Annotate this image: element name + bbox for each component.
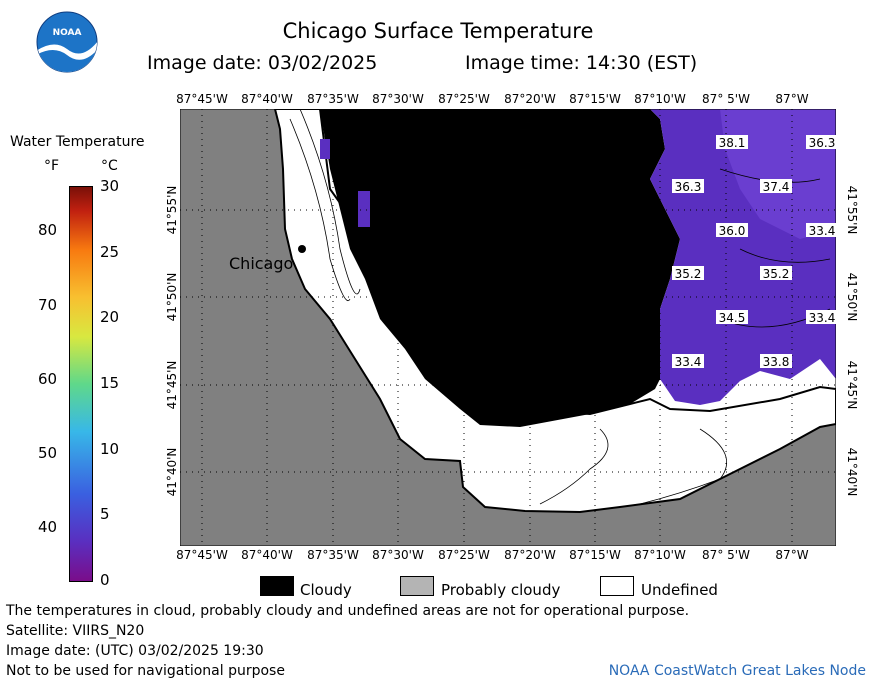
colorbar-title: Water Temperature (10, 134, 145, 150)
temperature-label-box (760, 179, 792, 193)
latitude-label: 41°40'N (845, 447, 859, 497)
temperature-label-box (716, 135, 748, 149)
longitude-label: 87°40'W (241, 548, 293, 562)
latitude-label: 41°55'N (165, 185, 179, 235)
latitude-label: 41°50'N (845, 272, 859, 322)
legend-undefined-swatch (600, 576, 634, 596)
longitude-label: 87°45'W (176, 92, 228, 106)
legend-cloudy-swatch (260, 576, 294, 596)
legend-cloudy-label: Cloudy (300, 581, 352, 599)
colorbar-f-tick: 40 (38, 518, 58, 536)
temperature-label-box (760, 354, 792, 368)
contour-line (539, 428, 609, 505)
noaa-logo: NOAA (36, 11, 98, 73)
colorbar-c-tick: 15 (100, 374, 120, 392)
city-marker (298, 245, 306, 253)
temperature-label: 35.2 (675, 267, 702, 281)
cloud-area (320, 109, 680, 427)
colorbar-c-tick: 0 (100, 571, 110, 589)
longitude-label: 87°15'W (569, 92, 621, 106)
colorbar-c-tick: 5 (100, 505, 110, 524)
temperature-label: 36.3 (809, 136, 836, 150)
disclaimer: The temperatures in cloud, probably clou… (6, 603, 690, 619)
longitude-label: 87° 5'W (702, 548, 750, 562)
legend-probably-cloudy-swatch (400, 576, 434, 596)
contour-line (289, 118, 351, 301)
credit: NOAA CoastWatch Great Lakes Node (608, 663, 866, 679)
colorbar (69, 186, 93, 582)
water-blob-2 (358, 191, 370, 227)
colorbar-c-tick: 25 (100, 242, 120, 261)
temperature-label: 35.2 (763, 267, 790, 281)
longitude-label: 87°40'W (241, 92, 293, 106)
temperature-map: Chicago 38.1 36.3 36.3 37.4 36.0 33.4 35.2 35.2… (180, 109, 836, 546)
temperature-label-box (760, 266, 792, 280)
longitude-label: 87°W (775, 92, 809, 106)
temperature-label: 33.4 (675, 355, 702, 369)
page-title: Chicago Surface Temperature (282, 19, 594, 43)
latitude-label: 41°40'N (165, 447, 179, 497)
land-area (180, 109, 836, 546)
temperature-label-box (672, 179, 704, 193)
temperature-label-box (672, 354, 704, 368)
temperature-label: 36.3 (675, 180, 702, 194)
temperature-label: 36.0 (719, 224, 746, 238)
colorbar-f-tick: 50 (38, 444, 58, 462)
satellite: Satellite: VIIRS_N20 (6, 623, 145, 639)
legend-probably-cloudy-label: Probably cloudy (441, 581, 561, 599)
colorbar-unit-f: °F (44, 158, 60, 174)
longitude-label: 87°25'W (438, 92, 490, 106)
image-time: Image time: 14:30 (EST) (465, 52, 698, 74)
longitude-label: 87°45'W (176, 548, 228, 562)
colorbar-unit-c: °C (101, 158, 118, 174)
longitude-label: 87°30'W (372, 548, 424, 562)
latitude-label: 41°45'N (165, 360, 179, 410)
logo-text: NOAA (53, 28, 82, 38)
longitude-label: 87°W (775, 548, 809, 562)
temperature-label: 33.4 (809, 224, 836, 238)
longitude-label: 87°35'W (307, 548, 359, 562)
temperature-label-box (672, 266, 704, 280)
longitude-label: 87°20'W (504, 548, 556, 562)
temperature-label-box (806, 223, 836, 237)
temperature-label-box (716, 310, 748, 324)
utc-date: Image date: (UTC) 03/02/2025 19:30 (6, 643, 264, 659)
temperature-label: 38.1 (719, 136, 746, 150)
temperature-labels: 38.1 36.3 36.3 37.4 36.0 33.4 35.2 35.2 34.5 33.4… (672, 135, 836, 369)
temperature-label: 33.8 (763, 355, 790, 369)
colorbar-f-tick: 80 (38, 221, 58, 239)
contour-line (299, 109, 361, 295)
latitude-label: 41°50'N (165, 272, 179, 322)
temperature-label-box (716, 223, 748, 237)
colorbar-c-tick: 30 (100, 177, 120, 195)
longitude-label: 87°15'W (569, 548, 621, 562)
colorbar-c-tick: 20 (100, 308, 120, 327)
temperature-label: 33.4 (809, 311, 836, 325)
colorbar-f-tick: 70 (38, 296, 58, 314)
temperature-label: 34.5 (719, 311, 746, 325)
longitude-label: 87°20'W (504, 92, 556, 106)
latitude-label: 41°45'N (845, 360, 859, 410)
contour-line (739, 248, 831, 263)
longitude-label: 87°30'W (372, 92, 424, 106)
latitude-label: 41°55'N (845, 185, 859, 235)
temperature-label-box (806, 135, 836, 149)
image-date: Image date: 03/02/2025 (147, 52, 378, 74)
longitude-label: 87° 5'W (702, 92, 750, 106)
water-blob-1 (320, 139, 330, 159)
colorbar-c-tick: 10 (100, 439, 120, 458)
temperature-label: 37.4 (763, 180, 790, 194)
temperature-label-box (806, 310, 836, 324)
contour-line (639, 428, 728, 505)
colorbar-f-tick: 60 (38, 370, 58, 388)
longitude-label: 87°10'W (634, 548, 686, 562)
longitude-label: 87°35'W (307, 92, 359, 106)
legend-undefined-label: Undefined (641, 581, 718, 599)
city-label: Chicago (229, 254, 293, 273)
navigation-warning: Not to be used for navigational purpose (6, 663, 285, 679)
longitude-label: 87°10'W (634, 92, 686, 106)
longitude-label: 87°25'W (438, 548, 490, 562)
